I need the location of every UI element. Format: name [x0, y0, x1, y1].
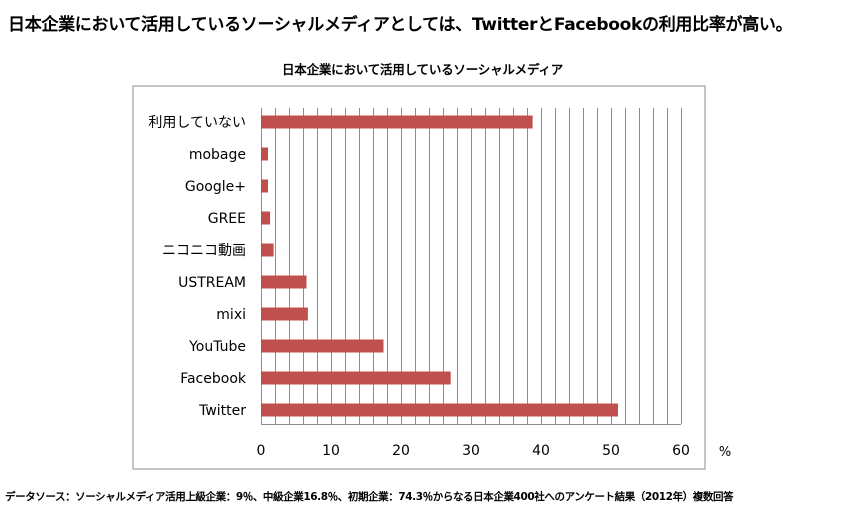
bar [261, 179, 268, 193]
bar [261, 275, 307, 289]
bars [261, 115, 618, 417]
gridlines [261, 108, 682, 425]
category-label: mobage [189, 147, 246, 163]
category-label: Google+ [185, 179, 246, 195]
x-tick-label: 10 [322, 443, 340, 459]
x-tick-label: 20 [392, 443, 410, 459]
category-labels: 利用していない mobage Google+ GREE ニコニコ動画 USTREAM mix… [148, 115, 246, 419]
x-tick-label: 50 [602, 443, 620, 459]
bar [261, 307, 308, 321]
x-tick-label: 60 [672, 443, 690, 459]
x-tick-label: 40 [532, 443, 550, 459]
bar [261, 211, 271, 225]
category-label: mixi [216, 307, 246, 323]
category-label: Twitter [198, 403, 246, 419]
bar [261, 339, 384, 353]
footnote: データソース：ソーシャルメディア活用上級企業：9％、中級企業16.8％、初期企業… [5, 491, 734, 503]
bar [261, 243, 274, 257]
category-label: 利用していない [148, 115, 246, 131]
bar [261, 147, 268, 161]
bar [261, 115, 533, 129]
bar [261, 371, 451, 385]
category-label: ニコニコ動画 [162, 243, 246, 259]
bar [261, 403, 618, 417]
x-tick-label: 0 [257, 443, 266, 459]
chart-title: 日本企業において活用しているソーシャルメディア [281, 62, 564, 77]
category-label: GREE [208, 211, 246, 227]
category-label: USTREAM [178, 275, 246, 291]
x-tick-labels: 0 10 20 30 40 50 60 [257, 443, 690, 459]
page-headline: 日本企業において活用しているソーシャルメディアとしては、TwitterとFace… [8, 15, 793, 35]
category-label: Facebook [180, 371, 247, 387]
unit-label: % [719, 445, 731, 460]
category-label: YouTube [188, 339, 246, 355]
x-tick-label: 30 [462, 443, 480, 459]
